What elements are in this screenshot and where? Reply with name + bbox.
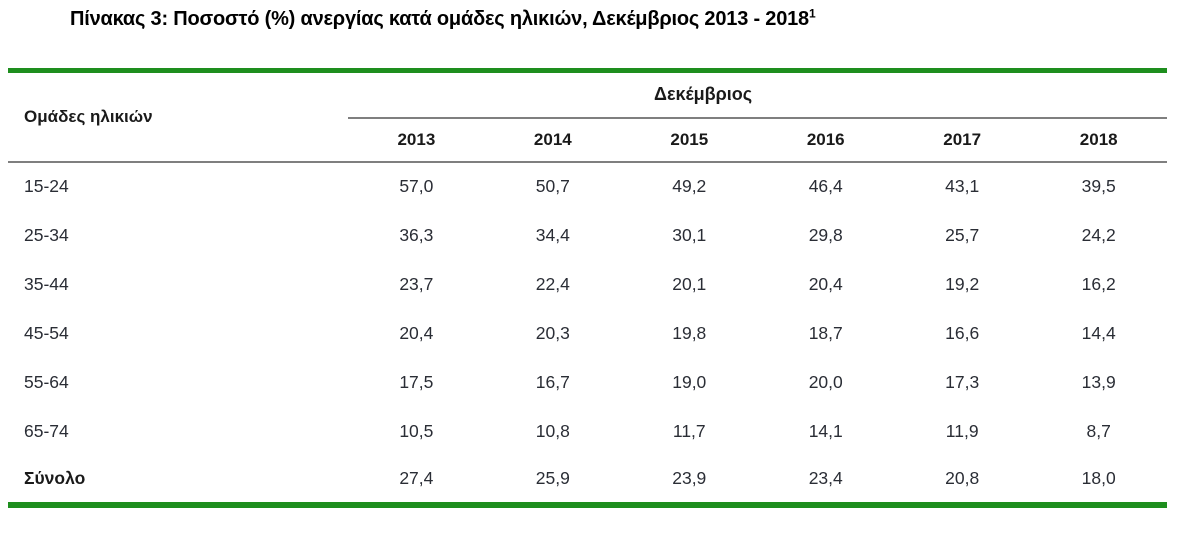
table-row: 25-34 36,3 34,4 30,1 29,8 25,7 24,2	[8, 211, 1167, 260]
table-row: 15-24 57,0 50,7 49,2 46,4 43,1 39,5	[8, 162, 1167, 211]
row-label: 25-34	[24, 224, 69, 245]
row-label: 15-24	[24, 176, 69, 196]
value-cell: 18,7	[808, 322, 843, 343]
value-cell: 14,1	[808, 420, 843, 441]
value-cell: 23,7	[399, 273, 434, 294]
value-cell: 11,9	[945, 420, 979, 441]
age-groups-column-header: Ομάδες ηλικιών	[8, 70, 349, 163]
unemployment-table: Ομάδες ηλικιών Δεκέμβριος 2013 2014 2015…	[8, 68, 1167, 508]
table-row-total: Σύνολο 27,4 25,9 23,9 23,4 20,8 18,0	[8, 456, 1167, 505]
year-header-2017: 2017	[893, 116, 1031, 163]
value-cell: 23,4	[808, 468, 843, 488]
row-label: 55-64	[24, 371, 69, 392]
value-cell: 19,0	[672, 371, 707, 392]
table-row: 55-64 17,5 16,7 19,0 20,0 17,3 13,9	[8, 358, 1167, 407]
year-header-2013: 2013	[348, 116, 485, 163]
value-cell: 25,7	[945, 224, 980, 245]
value-cell: 19,2	[945, 273, 980, 294]
footnote-marker: 1	[809, 6, 816, 21]
value-cell: 10,5	[399, 420, 434, 441]
value-cell: 16,6	[945, 322, 980, 343]
value-cell: 27,4	[399, 468, 434, 488]
value-cell: 16,7	[535, 371, 570, 392]
value-cell: 17,3	[945, 371, 980, 392]
value-cell: 30,1	[672, 224, 707, 245]
value-cell: 24,2	[1081, 224, 1116, 245]
value-cell: 20,1	[672, 273, 707, 294]
row-label-total: Σύνολο	[24, 468, 86, 488]
year-header-2018: 2018	[1030, 116, 1167, 163]
value-cell: 20,4	[808, 273, 843, 294]
year-header-2016: 2016	[757, 116, 894, 163]
value-cell: 8,7	[1086, 420, 1111, 441]
group-header-row: Ομάδες ηλικιών Δεκέμβριος	[8, 70, 1167, 163]
value-cell: 13,9	[1081, 371, 1116, 392]
value-cell: 22,4	[535, 273, 570, 294]
value-cell: 39,5	[1081, 176, 1116, 196]
year-header-row: 2013 2014 2015 2016 2017 2018	[8, 116, 1167, 163]
value-cell: 46,4	[808, 176, 843, 196]
value-cell: 57,0	[399, 176, 434, 196]
month-group-header: Δεκέμβριος	[348, 70, 1167, 119]
year-header-2015: 2015	[621, 116, 758, 163]
value-cell: 16,2	[1081, 273, 1116, 294]
value-cell: 20,0	[808, 371, 843, 392]
value-cell: 17,5	[399, 371, 434, 392]
row-label: 65-74	[24, 420, 69, 441]
row-label: 35-44	[24, 273, 69, 294]
value-cell: 20,8	[945, 468, 980, 488]
value-cell: 36,3	[399, 224, 434, 245]
table-title: Πίνακας 3: Ποσοστό (%) ανεργίας κατά ομά…	[70, 6, 816, 31]
value-cell: 50,7	[535, 176, 570, 196]
value-cell: 49,2	[672, 176, 707, 196]
value-cell: 25,9	[535, 468, 570, 488]
value-cell: 34,4	[535, 224, 570, 245]
value-cell: 20,3	[535, 322, 570, 343]
table-row: 35-44 23,7 22,4 20,1 20,4 19,2 16,2	[8, 260, 1167, 309]
value-cell: 10,8	[535, 420, 570, 441]
value-cell: 19,8	[672, 322, 707, 343]
value-cell: 18,0	[1081, 468, 1116, 488]
value-cell: 23,9	[672, 468, 707, 488]
table-row: 45-54 20,4 20,3 19,8 18,7 16,6 14,4	[8, 309, 1167, 358]
table-title-text: Πίνακας 3: Ποσοστό (%) ανεργίας κατά ομά…	[70, 8, 809, 30]
row-label: 45-54	[24, 322, 69, 343]
table-row: 65-74 10,5 10,8 11,7 14,1 11,9 8,7	[8, 407, 1167, 456]
value-cell: 20,4	[399, 322, 434, 343]
value-cell: 29,8	[808, 224, 843, 245]
value-cell: 43,1	[945, 176, 980, 196]
value-cell: 11,7	[672, 420, 706, 441]
year-header-2014: 2014	[484, 116, 622, 163]
value-cell: 14,4	[1081, 322, 1116, 343]
